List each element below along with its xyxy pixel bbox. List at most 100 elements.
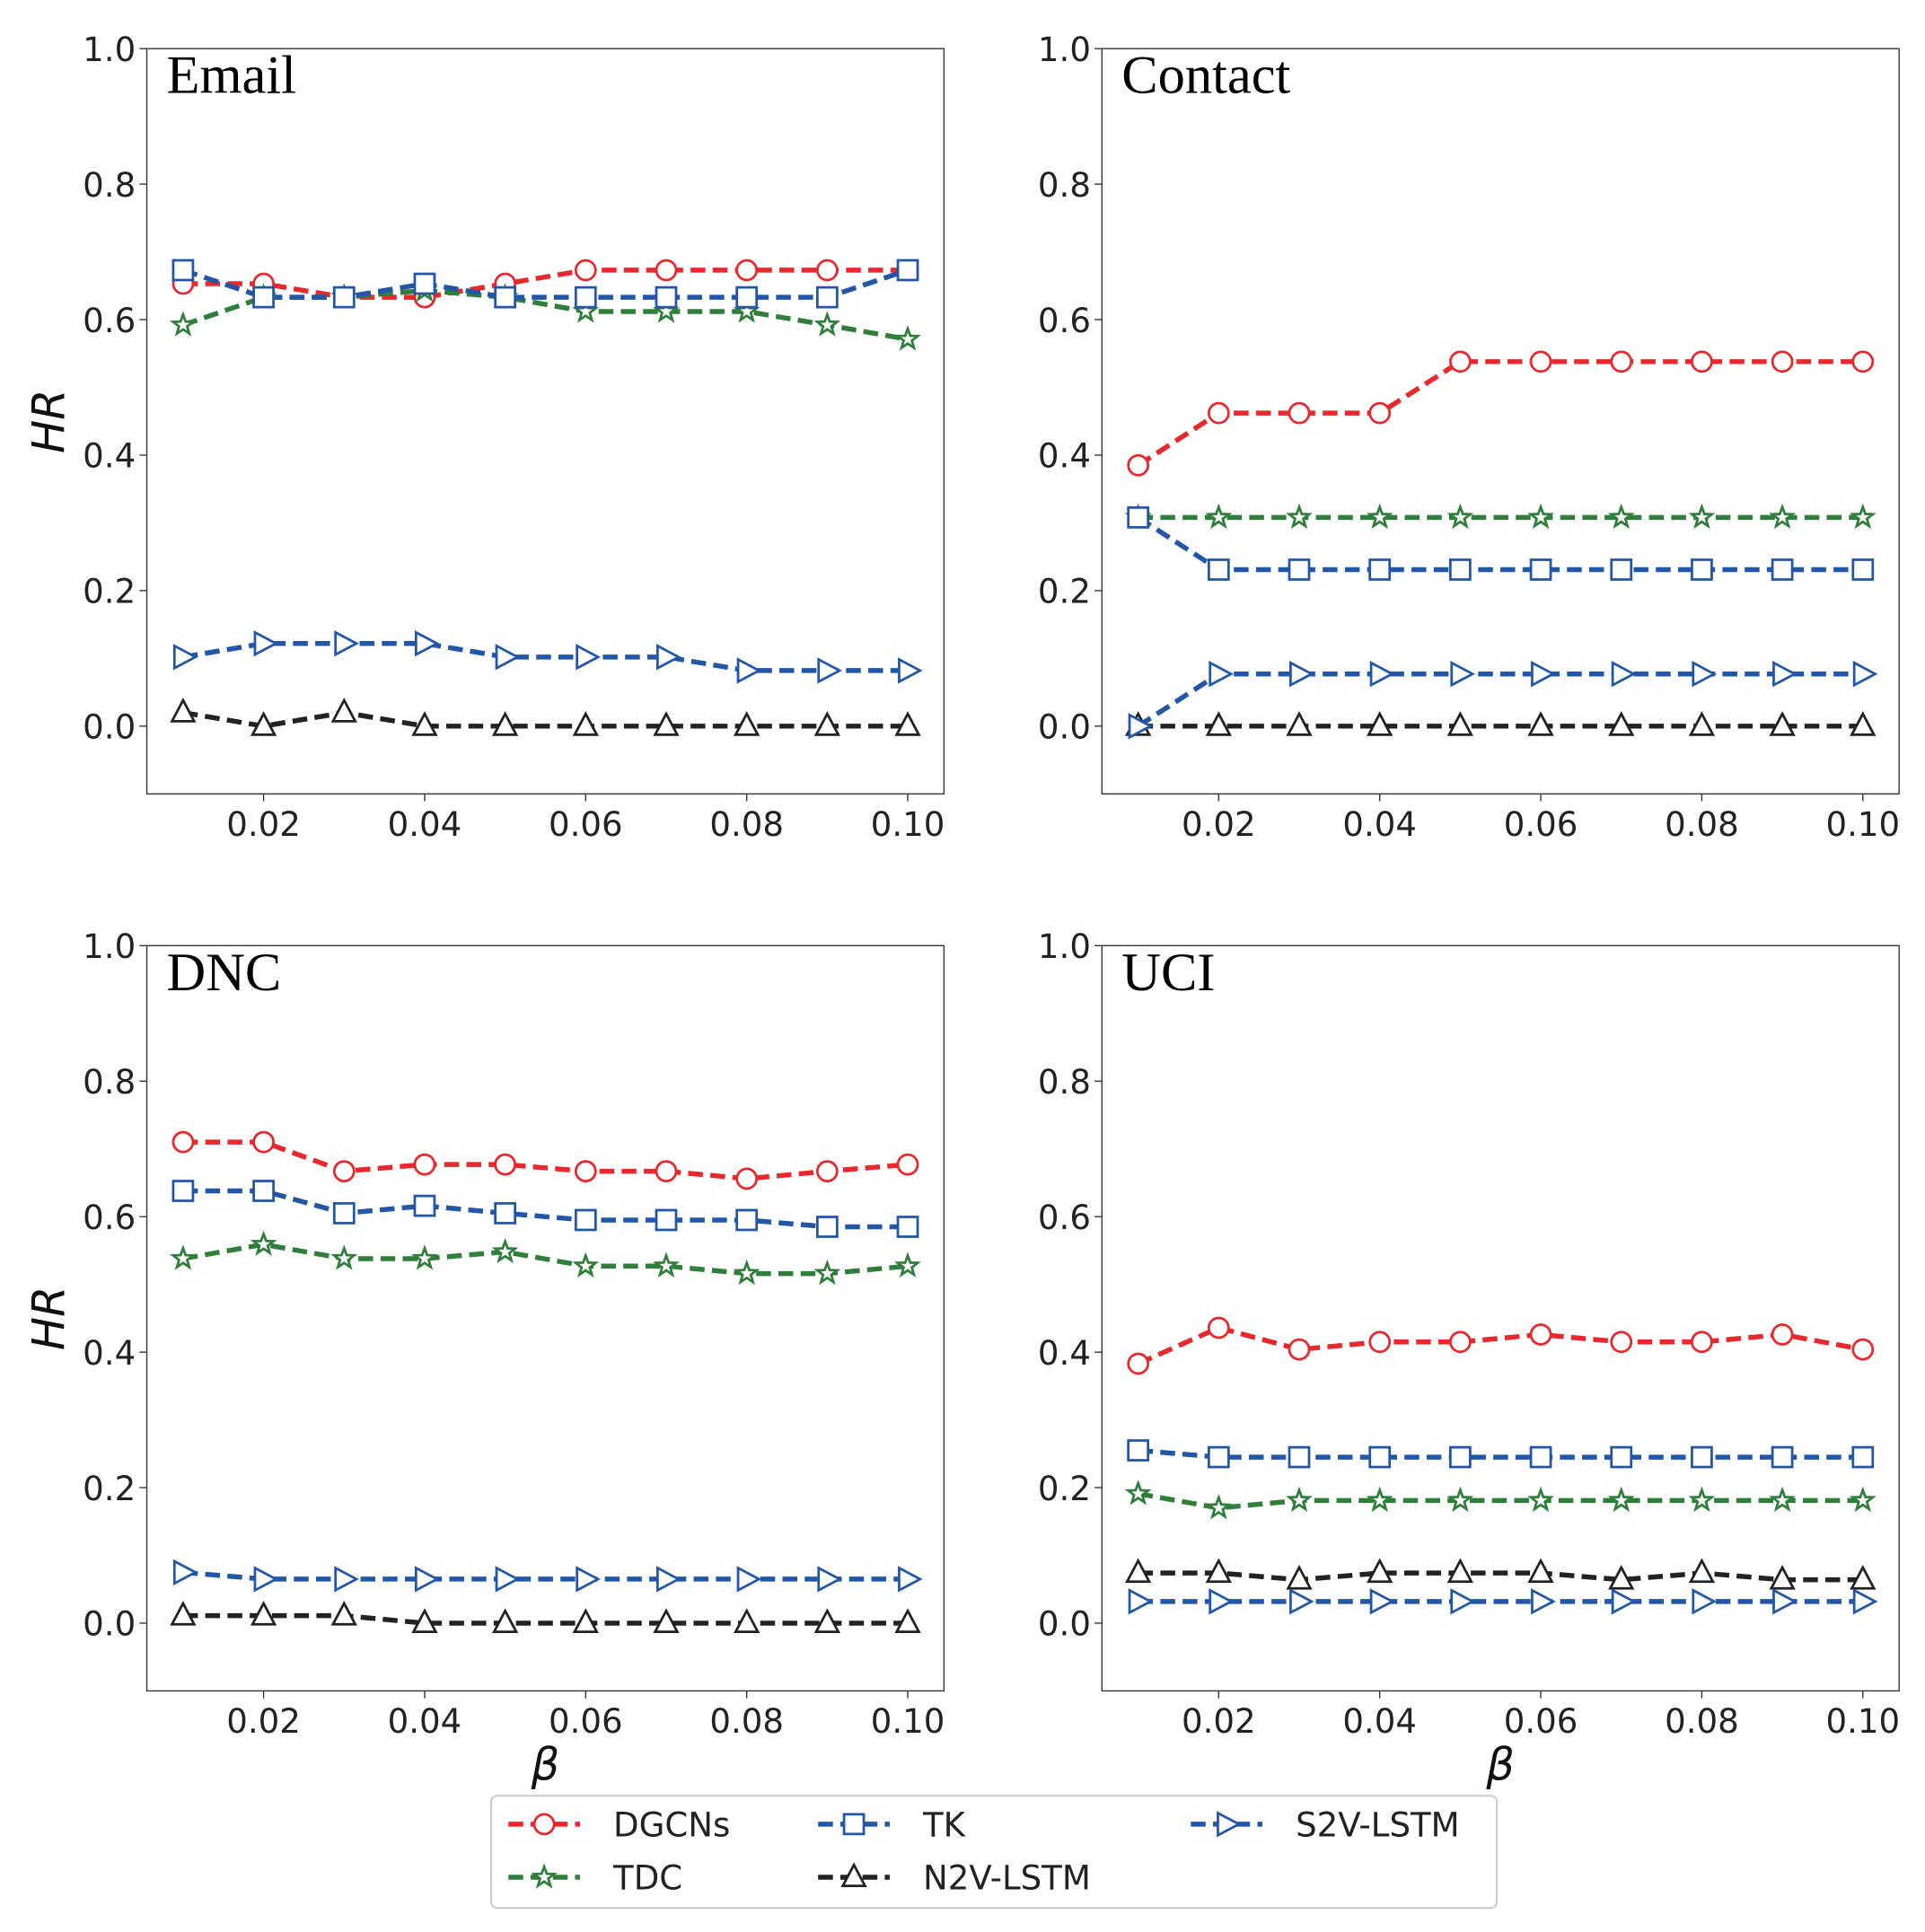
- data-point-s2v-lstm: [495, 644, 521, 671]
- legend-label: S2V-LSTM: [1296, 1806, 1460, 1845]
- data-point-tdc: [1607, 1486, 1635, 1513]
- y-tick-label: 0.0: [1038, 708, 1091, 747]
- data-point-n2v-lstm: [1527, 711, 1554, 736]
- data-point-n2v-lstm: [250, 711, 277, 736]
- panel-title: UCI: [1121, 943, 1215, 1003]
- panel-title: Email: [167, 46, 296, 106]
- data-point-tk: [735, 285, 759, 309]
- data-point-n2v-lstm: [1446, 1558, 1474, 1584]
- y-tick-label: 0.6: [1038, 1199, 1091, 1237]
- series-line-tdc: [1138, 1491, 1863, 1511]
- data-point-dgcns: [1288, 401, 1311, 425]
- data-point-s2v-lstm: [1531, 661, 1556, 688]
- data-point-tk: [494, 285, 516, 309]
- data-point-dgcns: [1449, 350, 1472, 373]
- series-line-n2v-lstm: [182, 1612, 909, 1626]
- data-point-n2v-lstm: [1608, 711, 1635, 736]
- data-point-n2v-lstm: [734, 711, 760, 736]
- data-point-s2v-lstm: [414, 630, 440, 657]
- data-point-tk: [252, 285, 275, 309]
- data-point-tdc: [894, 325, 921, 351]
- legend-item-n2v-lstm: N2V-LSTM: [818, 1859, 1091, 1898]
- plot-frame: [145, 48, 945, 795]
- panel-contact: 0.0 0.2 0.4 0.6 0.8 1.0 0.02 0.04 0.06 0.08 0.10 Co…: [1038, 31, 1900, 844]
- data-point-n2v-lstm: [572, 711, 599, 736]
- data-point-dgcns: [494, 1153, 516, 1176]
- data-point-tk: [332, 1202, 356, 1225]
- data-point-s2v-lstm: [1692, 661, 1718, 688]
- series-line-tk: [182, 268, 909, 300]
- data-point-s2v-lstm: [817, 1566, 843, 1593]
- x-axis-label: β: [531, 1738, 560, 1790]
- data-point-s2v-lstm: [172, 1559, 198, 1586]
- data-point-n2v-lstm: [1367, 711, 1393, 736]
- data-point-tk: [1449, 558, 1472, 581]
- data-point-tdc: [1527, 503, 1555, 530]
- series-line-s2v-lstm: [182, 1569, 909, 1582]
- series-line-s2v-lstm: [1137, 671, 1863, 729]
- data-point-tdc: [894, 1251, 921, 1278]
- data-point-s2v-lstm: [1450, 661, 1476, 688]
- legend-label: N2V-LSTM: [923, 1859, 1091, 1898]
- data-point-s2v-lstm: [1209, 661, 1235, 688]
- y-tick-label: 0.6: [83, 302, 136, 340]
- y-tick-label: 0.2: [83, 1470, 136, 1508]
- data-point-n2v-lstm: [894, 1608, 921, 1633]
- data-point-s2v-lstm: [1209, 1588, 1235, 1615]
- x-tick-label: 0.10: [1825, 805, 1900, 844]
- data-point-tdc: [733, 1259, 760, 1286]
- data-point-tk: [1207, 1445, 1230, 1469]
- data-point-tk: [1207, 558, 1230, 581]
- x-axis-label: β: [1485, 1738, 1515, 1790]
- panel-email: 0.0 0.2 0.4 0.6 0.8 1.0 0.02 0.04 0.06 0.08 0.10 Em…: [22, 31, 945, 844]
- data-point-n2v-lstm: [1125, 1558, 1152, 1584]
- data-point-dgcns: [1368, 401, 1392, 425]
- data-point-tk: [1851, 1445, 1875, 1469]
- data-point-tdc: [1124, 1480, 1152, 1506]
- data-point-n2v-lstm: [1286, 1564, 1313, 1590]
- series-line-tk: [1138, 1447, 1863, 1460]
- legend-item-s2v-lstm: S2V-LSTM: [1191, 1806, 1460, 1845]
- data-point-tk: [574, 1208, 597, 1232]
- data-point-n2v-lstm: [1286, 711, 1313, 736]
- data-point-tdc: [1446, 503, 1474, 530]
- data-point-tk: [896, 1216, 919, 1238]
- series-line-n2v-lstm: [1138, 1570, 1863, 1583]
- data-point-dgcns: [574, 259, 597, 282]
- data-point-tk: [815, 1216, 839, 1238]
- data-point-dgcns: [1610, 350, 1633, 373]
- data-point-tdc: [1849, 503, 1877, 530]
- y-tick-label: 0.0: [83, 1605, 136, 1644]
- data-point-dgcns: [1207, 401, 1230, 425]
- data-point-s2v-lstm: [817, 657, 843, 684]
- plot-frame: [1101, 48, 1900, 795]
- data-point-tk: [574, 285, 597, 309]
- data-point-n2v-lstm: [653, 711, 680, 736]
- data-point-tk: [1127, 506, 1150, 529]
- data-point-tk: [1771, 558, 1794, 581]
- series-line-dgcns: [182, 1139, 909, 1181]
- data-point-tdc: [813, 1259, 841, 1286]
- data-point-dgcns: [1449, 1330, 1472, 1354]
- x-tick-label: 0.04: [1342, 805, 1417, 844]
- data-point-n2v-lstm: [491, 711, 519, 736]
- y-axis-label: HR: [22, 1287, 75, 1351]
- series-line-dgcns: [1137, 359, 1863, 468]
- data-point-tk: [655, 285, 678, 309]
- x-tick-label: 0.04: [1342, 1702, 1417, 1741]
- data-point-dgcns: [1529, 1323, 1552, 1346]
- data-point-tk: [1288, 558, 1311, 581]
- data-point-dgcns: [735, 259, 759, 282]
- data-point-tk: [1771, 1445, 1794, 1469]
- data-point-tdc: [1688, 503, 1716, 530]
- data-point-n2v-lstm: [1769, 711, 1796, 736]
- data-point-tk: [1610, 1445, 1633, 1469]
- data-point-n2v-lstm: [250, 1600, 277, 1626]
- data-point-n2v-lstm: [734, 1608, 760, 1633]
- data-point-n2v-lstm: [491, 1608, 519, 1633]
- data-point-tk: [332, 285, 356, 309]
- data-point-dgcns: [413, 1153, 436, 1176]
- data-point-dgcns: [1288, 1338, 1311, 1361]
- data-point-n2v-lstm: [813, 711, 840, 736]
